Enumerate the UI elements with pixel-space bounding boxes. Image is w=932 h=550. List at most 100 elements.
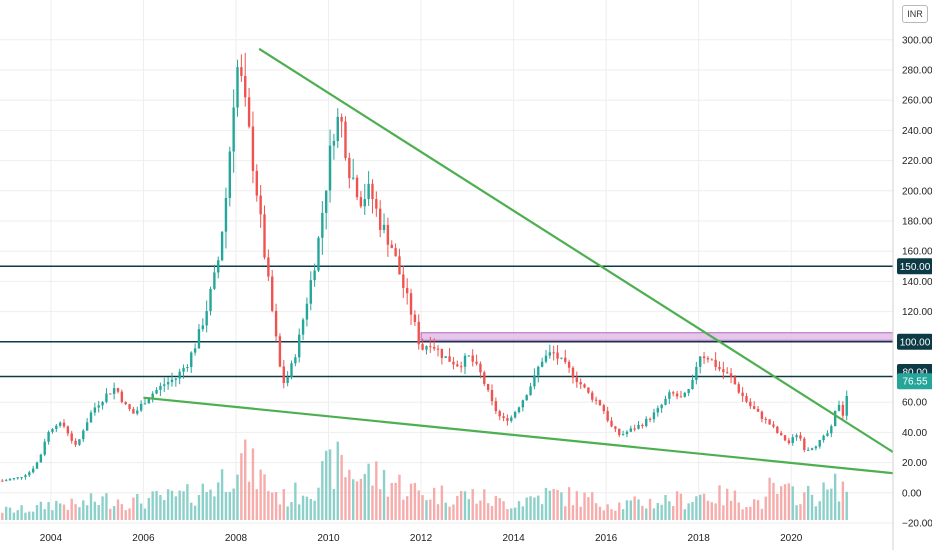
volume-bar bbox=[128, 508, 131, 520]
candle-body bbox=[822, 435, 825, 441]
candle-body bbox=[552, 352, 555, 354]
volume-bar bbox=[402, 499, 405, 520]
candle-body bbox=[544, 355, 548, 362]
candle-body bbox=[317, 237, 320, 271]
candle-body bbox=[452, 361, 455, 365]
candle-body bbox=[105, 393, 108, 402]
candle-body bbox=[537, 366, 540, 376]
candle-body bbox=[66, 426, 70, 434]
volume-bar bbox=[776, 493, 779, 520]
volume-bar bbox=[652, 508, 656, 520]
volume-bar bbox=[691, 502, 694, 520]
volume-bar bbox=[625, 500, 629, 520]
candle-body bbox=[448, 356, 451, 362]
chart-grid bbox=[0, 0, 893, 524]
candle-body bbox=[220, 231, 224, 261]
volume-bar bbox=[228, 491, 232, 520]
candle-body bbox=[178, 371, 181, 379]
volume-bar bbox=[43, 509, 46, 520]
candle-body bbox=[648, 418, 652, 420]
candle-body bbox=[826, 433, 829, 436]
candle-body bbox=[12, 478, 16, 480]
candle-body bbox=[402, 274, 405, 288]
candle-body bbox=[637, 424, 640, 429]
candle-body bbox=[109, 393, 112, 395]
candle-body bbox=[124, 402, 127, 405]
volume-bar bbox=[89, 493, 93, 520]
candle-body bbox=[89, 412, 93, 423]
volume-bars bbox=[1, 439, 848, 520]
candle-body bbox=[336, 116, 339, 141]
volume-bar bbox=[62, 504, 66, 520]
candle-body bbox=[768, 419, 771, 425]
volume-bar bbox=[602, 510, 606, 520]
volume-bar bbox=[136, 493, 139, 520]
volume-bar bbox=[722, 505, 725, 520]
candle-body bbox=[733, 376, 737, 385]
volume-bar bbox=[363, 473, 366, 520]
candle-body bbox=[62, 422, 66, 427]
volume-bar bbox=[344, 477, 347, 520]
volume-bar bbox=[475, 503, 478, 520]
candle-body bbox=[251, 126, 255, 171]
volume-bar bbox=[741, 509, 744, 520]
volume-bar bbox=[656, 503, 659, 520]
level-badge bbox=[897, 333, 932, 350]
candle-body bbox=[136, 410, 139, 414]
y-tick-label: −20.00 bbox=[902, 519, 932, 530]
volume-bar bbox=[263, 474, 266, 520]
volume-bar bbox=[517, 501, 521, 520]
candle-body bbox=[351, 177, 355, 179]
volume-bar bbox=[97, 505, 100, 520]
volume-bar bbox=[201, 483, 205, 520]
volume-bar bbox=[58, 503, 62, 520]
trendline-upper bbox=[258, 47, 894, 453]
volume-bar bbox=[301, 495, 305, 520]
volume-bar bbox=[332, 488, 336, 520]
volume-bar bbox=[66, 509, 70, 520]
volume-bar bbox=[752, 499, 756, 520]
volume-bar bbox=[74, 504, 77, 520]
candle-body bbox=[695, 366, 698, 380]
trendlines[interactable] bbox=[143, 47, 894, 475]
resistance-zone[interactable] bbox=[420, 332, 894, 341]
volume-bar bbox=[456, 495, 459, 520]
candle-body bbox=[591, 392, 594, 400]
candle-body bbox=[436, 348, 440, 350]
candle-body bbox=[120, 391, 124, 403]
candle-body bbox=[756, 408, 760, 412]
volume-bar bbox=[325, 450, 328, 520]
candle-body bbox=[575, 377, 579, 383]
candle-body bbox=[521, 400, 525, 408]
candle-body bbox=[367, 183, 370, 200]
candle-body bbox=[459, 366, 463, 368]
currency-button[interactable]: INR bbox=[902, 5, 928, 23]
candle-body bbox=[35, 462, 39, 469]
horizontal-levels[interactable] bbox=[0, 265, 893, 378]
volume-bar bbox=[556, 490, 559, 520]
volume-bar bbox=[695, 496, 698, 520]
candle-body bbox=[363, 199, 366, 207]
volume-bar bbox=[82, 500, 85, 520]
candle-body bbox=[74, 440, 77, 445]
candle-body bbox=[151, 393, 154, 400]
candle-body bbox=[494, 401, 498, 412]
volume-bar bbox=[718, 485, 721, 520]
candle-body bbox=[741, 392, 744, 397]
candle-body bbox=[525, 395, 528, 401]
volume-bar bbox=[197, 495, 201, 520]
volume-bar bbox=[621, 509, 625, 520]
candle-body bbox=[498, 411, 501, 417]
volume-bar bbox=[494, 495, 498, 520]
candle-body bbox=[791, 437, 794, 444]
volume-bar bbox=[591, 492, 594, 520]
volume-bar bbox=[452, 504, 455, 520]
y-tick-label: 200.00 bbox=[902, 186, 932, 197]
volume-bar bbox=[787, 483, 791, 520]
volume-bar bbox=[166, 489, 170, 520]
y-tick-label: 120.00 bbox=[902, 307, 932, 318]
candle-body bbox=[706, 358, 710, 360]
candle-body bbox=[274, 310, 278, 337]
candle-body bbox=[548, 352, 552, 356]
